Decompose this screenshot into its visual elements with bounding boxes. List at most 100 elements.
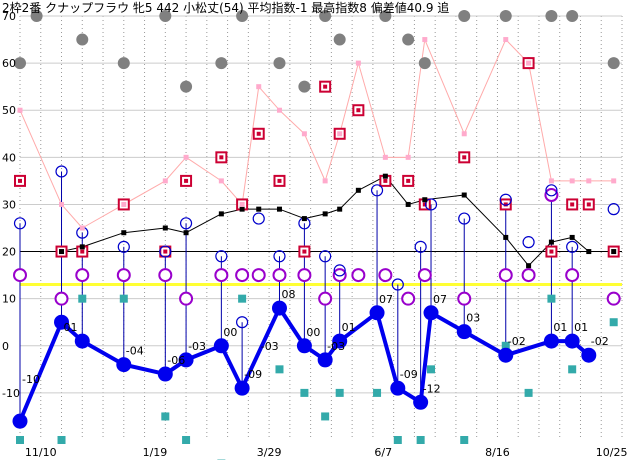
point-label: -12 bbox=[423, 382, 441, 395]
x-tick-label: 8/16 bbox=[485, 446, 510, 459]
main-point-marker bbox=[543, 333, 559, 349]
avg-point-marker bbox=[162, 225, 168, 231]
teal-square-marker bbox=[161, 412, 170, 421]
max-point-marker bbox=[548, 178, 554, 184]
max-point-marker bbox=[503, 37, 509, 43]
blue-circle-marker bbox=[319, 250, 332, 263]
purple-circle-marker bbox=[297, 268, 312, 283]
avg-point-marker bbox=[422, 197, 428, 203]
blue-circle-marker bbox=[117, 240, 130, 253]
x-tick-label: 1/19 bbox=[143, 446, 168, 459]
point-label: 01 bbox=[64, 321, 78, 334]
avg-point-marker bbox=[276, 206, 282, 212]
red-square-center bbox=[277, 178, 282, 183]
teal-square-marker bbox=[78, 294, 87, 303]
point-label: -06 bbox=[167, 354, 185, 367]
point-label: -09 bbox=[244, 368, 262, 381]
gray-dot-marker bbox=[319, 10, 332, 22]
avg-point-marker bbox=[503, 234, 509, 240]
y-tick-label: 20 bbox=[2, 246, 16, 259]
teal-square-marker bbox=[119, 294, 128, 303]
teal-square-marker bbox=[460, 436, 469, 444]
max-point-marker bbox=[355, 60, 361, 66]
gray-dot-marker bbox=[76, 33, 89, 46]
purple-circle-marker bbox=[54, 291, 69, 306]
purple-circle-marker bbox=[214, 268, 229, 283]
main-point-marker bbox=[423, 305, 439, 321]
chart-title: 2枠2番 クナップフラウ 牝5 442 小松丈(54) 平均指数-1 最高指数8… bbox=[2, 1, 450, 15]
teal-square-marker bbox=[238, 294, 247, 303]
blue-circle-marker bbox=[236, 316, 249, 329]
red-square-center bbox=[356, 108, 361, 113]
point-label: -10 bbox=[22, 373, 40, 386]
max-point-marker bbox=[569, 178, 575, 184]
max-point-marker bbox=[405, 154, 411, 160]
red-square-center bbox=[302, 249, 307, 254]
max-point-marker bbox=[256, 84, 262, 90]
main-point-marker bbox=[116, 357, 132, 373]
point-label: -09 bbox=[400, 368, 418, 381]
blue-circle-marker bbox=[370, 184, 384, 197]
purple-circle-marker bbox=[251, 268, 266, 283]
teal-square-marker bbox=[416, 436, 425, 444]
y-tick-label: 50 bbox=[2, 104, 16, 117]
max-point-marker bbox=[162, 178, 168, 184]
teal-square-marker bbox=[427, 365, 436, 374]
avg-point-marker bbox=[183, 230, 189, 236]
x-tick-label: 10/25 bbox=[596, 446, 628, 459]
y-tick-label: 70 bbox=[2, 10, 16, 23]
avg-point-marker bbox=[218, 211, 224, 217]
blue-circle-marker bbox=[159, 245, 172, 258]
x-tick-label: 3/29 bbox=[257, 446, 282, 459]
max-point-marker bbox=[461, 131, 467, 137]
main-point-marker bbox=[12, 413, 28, 429]
avg-point-marker bbox=[382, 173, 388, 179]
max-point-marker bbox=[218, 178, 224, 184]
point-label: -02 bbox=[508, 335, 526, 348]
marker-layer bbox=[12, 10, 621, 460]
blue-circle-marker bbox=[252, 212, 265, 225]
teal-square-marker bbox=[609, 318, 618, 327]
max-point-marker bbox=[322, 178, 328, 184]
point-label: 03 bbox=[466, 312, 480, 325]
max-point-marker bbox=[59, 201, 65, 207]
blue-circle-marker bbox=[273, 250, 286, 263]
main-point-marker bbox=[296, 338, 312, 354]
point-label: 07 bbox=[433, 293, 447, 306]
gray-dot-marker bbox=[499, 10, 512, 22]
purple-circle-marker bbox=[498, 268, 513, 283]
red-square-center bbox=[184, 178, 189, 183]
main-point-marker bbox=[564, 333, 580, 349]
avg-point-marker bbox=[611, 249, 617, 255]
point-label: 07 bbox=[379, 293, 393, 306]
avg-point-marker bbox=[526, 263, 532, 269]
teal-square-marker bbox=[568, 365, 577, 374]
point-label-layer: 01-04-06-0300-09-030800-030107-09-120703… bbox=[22, 288, 609, 395]
teal-square-marker bbox=[501, 341, 510, 350]
gray-dot-marker bbox=[402, 33, 415, 46]
main-point-marker bbox=[74, 333, 90, 349]
red-square-center bbox=[163, 249, 168, 254]
blue-circle-marker bbox=[215, 250, 228, 263]
red-square-center bbox=[570, 202, 575, 207]
avg-point-marker bbox=[337, 206, 343, 212]
avg-point-marker bbox=[79, 244, 85, 250]
purple-circle-marker bbox=[378, 268, 393, 283]
purple-circle-marker bbox=[272, 268, 287, 283]
purple-circle-marker bbox=[565, 268, 580, 283]
main-point-marker bbox=[332, 333, 348, 349]
main-point-marker bbox=[390, 380, 406, 396]
gray-dot-marker bbox=[298, 80, 311, 93]
max-point-marker bbox=[301, 131, 307, 137]
purple-circle-marker bbox=[13, 268, 27, 283]
red-square-center bbox=[462, 155, 467, 160]
gray-dot-marker bbox=[215, 57, 228, 70]
series-line-max bbox=[19, 39, 614, 229]
blue-circle-marker bbox=[458, 212, 471, 225]
blue-circle-marker bbox=[391, 278, 404, 291]
purple-circle-marker bbox=[544, 188, 559, 203]
red-square-center bbox=[219, 155, 224, 160]
x-tick-label: 6/7 bbox=[374, 446, 392, 459]
main-point-marker bbox=[213, 338, 229, 354]
